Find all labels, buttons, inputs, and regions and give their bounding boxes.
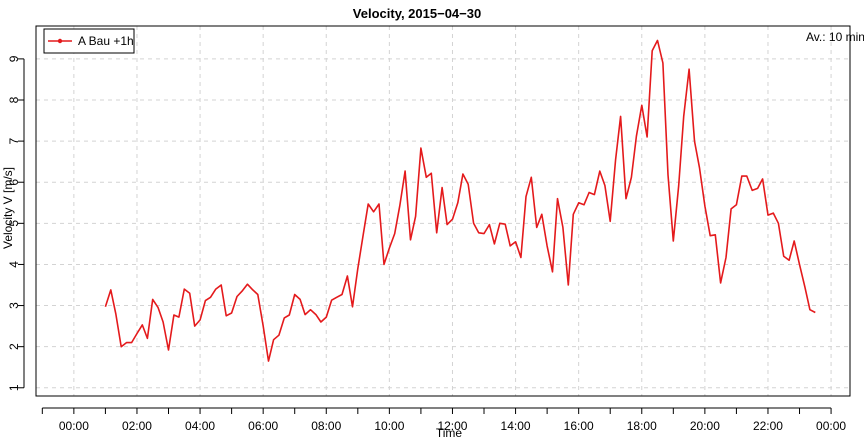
y-tick-label: 7 xyxy=(7,137,21,144)
x-tick-label: 02:00 xyxy=(122,419,152,433)
legend-label: A Bau +1h xyxy=(78,34,134,48)
axes: 00:00 02:00 04:00 06:00 08:00 10:00 12:00 14:00… xyxy=(7,25,851,433)
y-tick-label: 8 xyxy=(7,96,21,103)
x-tick-label: 16:00 xyxy=(564,419,594,433)
x-tick-label: 06:00 xyxy=(248,419,278,433)
y-tick-label: 2 xyxy=(7,343,21,350)
y-tick-label: 3 xyxy=(7,302,21,309)
x-tick-label: 04:00 xyxy=(185,419,215,433)
x-tick-label: 00:00 xyxy=(816,419,846,433)
x-tick-label: 08:00 xyxy=(311,419,341,433)
y-axis-label: Velocity V [m/s] xyxy=(1,167,15,249)
x-tick-label: 20:00 xyxy=(690,419,720,433)
legend-marker xyxy=(57,38,63,44)
x-tick-label: 00:00 xyxy=(59,419,89,433)
y-tick-label: 4 xyxy=(7,261,21,268)
x-tick-label: 22:00 xyxy=(753,419,783,433)
x-tick-label: 10:00 xyxy=(374,419,404,433)
legend: A Bau +1h xyxy=(43,28,135,54)
legend-box xyxy=(43,28,135,54)
chart-title: Velocity, 2015−04−30 xyxy=(353,6,481,21)
series-line xyxy=(104,39,816,362)
y-tick-label: 5 xyxy=(7,220,21,227)
plot-frame xyxy=(35,25,851,397)
x-tick-label: 14:00 xyxy=(501,419,531,433)
x-axis-label: Time xyxy=(436,426,463,440)
x-tick-label: 18:00 xyxy=(627,419,657,433)
grid-lines xyxy=(36,26,850,396)
x-tick-label: 12:00 xyxy=(437,419,467,433)
y-tick-label: 1 xyxy=(7,384,21,391)
y-tick-label: 6 xyxy=(7,179,21,186)
averaging-annotation: Av.: 10 min xyxy=(806,30,864,44)
y-tick-label: 9 xyxy=(7,55,21,62)
series-layer xyxy=(104,39,816,362)
